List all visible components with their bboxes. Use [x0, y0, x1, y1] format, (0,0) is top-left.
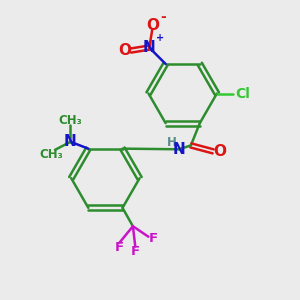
Text: O: O [146, 18, 159, 33]
Text: N: N [64, 134, 77, 149]
Text: O: O [118, 43, 131, 58]
Text: O: O [213, 144, 226, 159]
Text: -: - [160, 10, 166, 24]
Text: F: F [114, 242, 124, 254]
Text: CH₃: CH₃ [39, 148, 63, 161]
Text: N: N [143, 40, 156, 55]
Text: F: F [131, 245, 140, 258]
Text: N: N [172, 142, 185, 157]
Text: CH₃: CH₃ [58, 114, 82, 127]
Text: Cl: Cl [235, 86, 250, 100]
Text: +: + [156, 33, 164, 43]
Text: F: F [149, 232, 158, 245]
Text: H: H [167, 136, 177, 149]
